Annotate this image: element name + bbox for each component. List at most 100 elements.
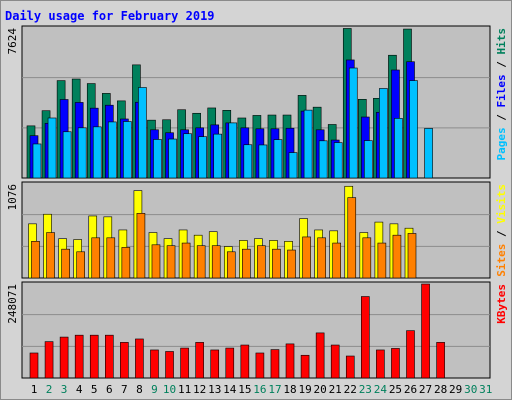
bar-pages-day-2 <box>47 117 57 179</box>
bar-sites-day-21 <box>332 242 342 279</box>
x-tick-label-day-13: 13 <box>208 383 221 396</box>
bar-kbytes-day-3 <box>59 336 69 379</box>
bar-pages-day-22 <box>348 67 358 179</box>
bar-sites-day-9 <box>151 244 161 279</box>
panel-middle-series-label: Sites / Visits <box>495 184 508 277</box>
bar-pages-day-3 <box>62 131 72 179</box>
bar-sites-day-19 <box>302 236 311 279</box>
x-tick-label-day-30: 30 <box>464 383 477 396</box>
x-tick-label-day-22: 22 <box>344 383 357 396</box>
bar-sites-day-20 <box>317 237 326 279</box>
bar-pages-day-10 <box>168 138 177 179</box>
bar-sites-day-10 <box>166 245 176 279</box>
x-tick-label-day-19: 19 <box>298 383 311 396</box>
bar-sites-day-23 <box>362 237 372 279</box>
x-tick-label-day-15: 15 <box>238 383 251 396</box>
bar-pages-day-26 <box>409 80 418 179</box>
bar-pages-day-12 <box>198 136 207 179</box>
bar-sites-day-8 <box>136 213 146 279</box>
bar-sites-day-24 <box>377 242 387 279</box>
bar-sites-day-11 <box>181 242 191 279</box>
x-tick-label-day-10: 10 <box>163 383 176 396</box>
bar-kbytes-day-13 <box>210 349 220 379</box>
bar-sites-day-3 <box>61 248 70 279</box>
x-tick-label-day-8: 8 <box>136 383 143 396</box>
x-tick-label-day-17: 17 <box>268 383 281 396</box>
bar-kbytes-day-1 <box>29 352 39 379</box>
bar-kbytes-day-7 <box>120 342 129 379</box>
panel-bottom: 248071 KBytes <box>6 281 508 379</box>
x-tick-label-day-26: 26 <box>404 383 417 396</box>
bar-pages-day-9 <box>153 139 162 179</box>
bar-kbytes-day-26 <box>406 330 415 379</box>
x-tick-label-day-4: 4 <box>76 383 83 396</box>
bar-kbytes-day-14 <box>225 347 235 379</box>
bar-kbytes-day-9 <box>150 349 159 379</box>
x-tick-label-day-23: 23 <box>359 383 372 396</box>
bar-kbytes-day-4 <box>74 334 84 379</box>
bar-kbytes-day-21 <box>330 344 340 379</box>
bar-pages-day-19 <box>303 109 313 179</box>
x-tick-label-day-9: 9 <box>151 383 158 396</box>
bar-kbytes-day-16 <box>255 352 265 379</box>
bar-kbytes-day-11 <box>180 347 189 379</box>
x-tick-label-day-16: 16 <box>253 383 266 396</box>
x-tick-label-day-7: 7 <box>121 383 128 396</box>
bar-pages-day-7 <box>123 121 132 179</box>
panel-middle-ymax-label: 1076 <box>6 184 19 211</box>
bar-pages-day-15 <box>243 144 253 179</box>
x-tick-label-day-31: 31 <box>479 383 492 396</box>
bar-pages-day-17 <box>273 139 283 179</box>
bar-pages-day-4 <box>77 127 87 179</box>
bar-kbytes-day-5 <box>89 334 99 379</box>
bar-kbytes-day-24 <box>376 349 385 379</box>
bar-kbytes-day-23 <box>361 296 370 379</box>
x-tick-label-day-29: 29 <box>449 383 462 396</box>
x-tick-label-day-6: 6 <box>106 383 113 396</box>
bar-kbytes-day-20 <box>315 332 325 379</box>
bar-pages-day-5 <box>92 126 102 179</box>
bar-pages-day-23 <box>364 140 373 179</box>
x-tick-label-day-2: 2 <box>46 383 53 396</box>
bar-sites-day-7 <box>121 247 131 279</box>
bar-kbytes-day-2 <box>44 341 54 379</box>
bar-pages-day-20 <box>318 140 328 179</box>
x-tick-label-day-12: 12 <box>193 383 206 396</box>
panel-bottom-series-label: KBytes <box>495 284 508 324</box>
bar-kbytes-day-25 <box>391 348 400 379</box>
bar-pages-day-16 <box>258 144 268 179</box>
panel-bottom-ymax-label: 248071 <box>6 284 19 324</box>
chart-panels: 7624 Pages / Files / Hits 1076 Sites / Visi… <box>6 25 508 379</box>
panel-top-series-label: Pages / Files / Hits <box>495 28 508 161</box>
bar-sites-day-5 <box>91 237 101 279</box>
bar-pages-day-21 <box>333 142 343 179</box>
bar-kbytes-day-12 <box>195 342 204 379</box>
bar-sites-day-17 <box>272 248 281 279</box>
bar-pages-day-13 <box>213 133 223 179</box>
bar-kbytes-day-15 <box>240 344 250 379</box>
bar-kbytes-day-10 <box>165 351 174 379</box>
x-tick-label-day-20: 20 <box>314 383 327 396</box>
bar-sites-day-14 <box>226 251 236 279</box>
x-tick-label-day-24: 24 <box>374 383 388 396</box>
x-tick-label-day-14: 14 <box>223 383 237 396</box>
bar-kbytes-day-6 <box>105 334 114 379</box>
bar-sites-day-12 <box>196 245 206 279</box>
bar-sites-day-13 <box>211 245 221 279</box>
x-tick-label-day-11: 11 <box>178 383 191 396</box>
bar-pages-day-11 <box>183 133 192 179</box>
bar-sites-day-6 <box>106 237 116 279</box>
x-tick-label-day-27: 27 <box>419 383 432 396</box>
bar-pages-day-25 <box>394 118 403 179</box>
chart-title: Daily usage for February 2019 <box>5 9 215 23</box>
bar-pages-day-8 <box>138 87 147 179</box>
bar-kbytes-day-22 <box>345 355 355 379</box>
panel-middle: 1076 Sites / Visits <box>6 181 508 279</box>
x-tick-label-day-3: 3 <box>61 383 68 396</box>
x-tick-label-day-1: 1 <box>31 383 38 396</box>
x-tick-label-day-5: 5 <box>91 383 98 396</box>
x-tick-label-day-18: 18 <box>283 383 296 396</box>
bar-sites-day-15 <box>242 248 251 279</box>
bar-kbytes-day-19 <box>300 354 310 379</box>
